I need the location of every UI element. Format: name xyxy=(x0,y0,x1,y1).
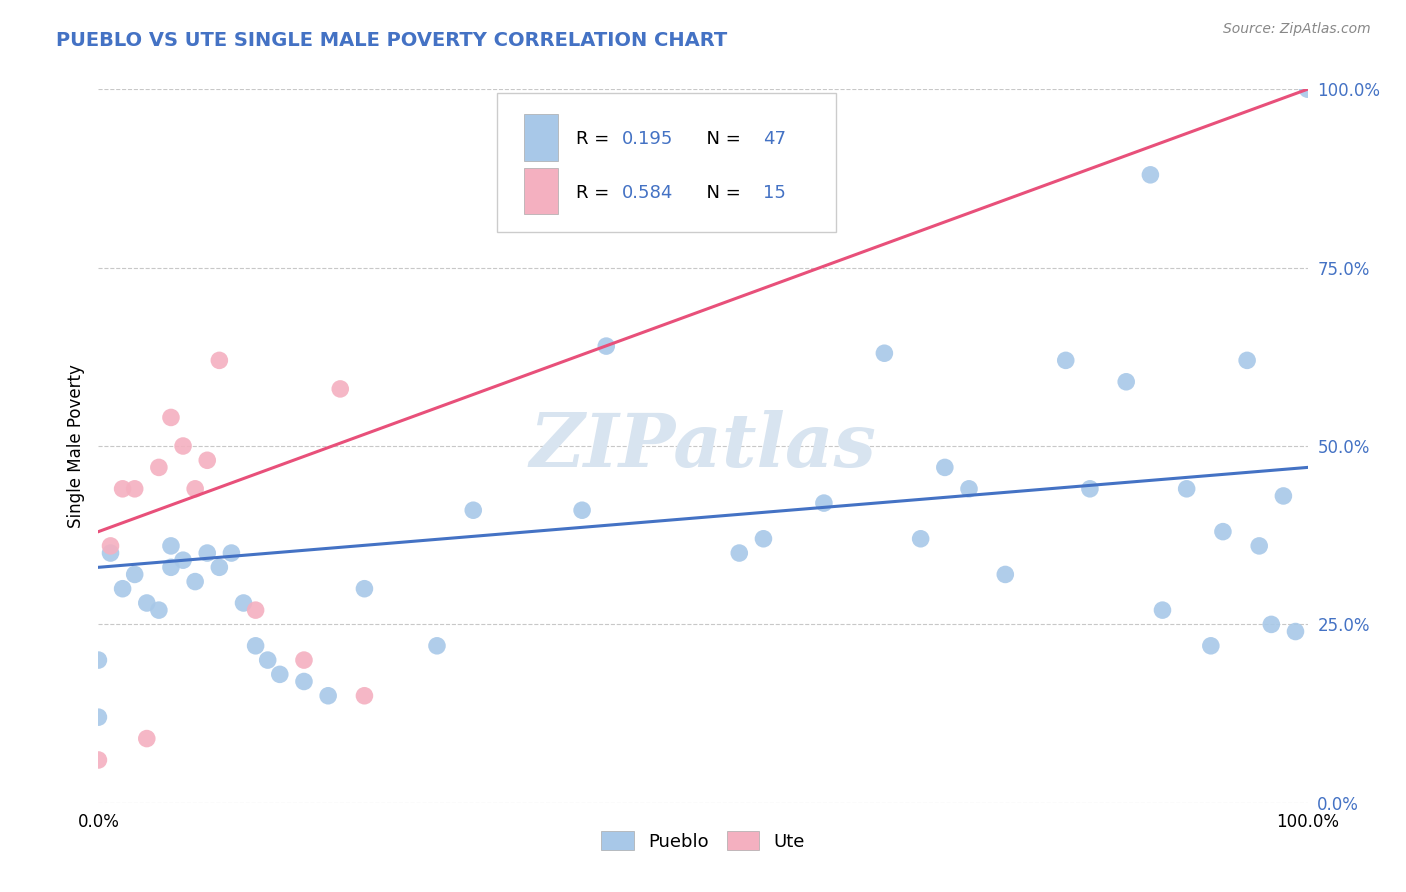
Point xyxy=(135,731,157,746)
Text: N =: N = xyxy=(695,184,747,202)
Point xyxy=(184,574,207,589)
Point xyxy=(160,539,183,553)
Text: R =: R = xyxy=(576,130,614,148)
Point xyxy=(111,482,134,496)
Point xyxy=(100,546,122,560)
Point xyxy=(135,596,157,610)
Point xyxy=(232,596,254,610)
Point xyxy=(994,567,1017,582)
Point xyxy=(1078,482,1101,496)
Point xyxy=(595,339,617,353)
Point xyxy=(160,560,183,574)
Text: 47: 47 xyxy=(763,130,786,148)
Point xyxy=(1139,168,1161,182)
Point xyxy=(1296,82,1319,96)
Point xyxy=(571,503,593,517)
Point xyxy=(934,460,956,475)
Point xyxy=(1249,539,1271,553)
Point xyxy=(1175,482,1198,496)
Text: 15: 15 xyxy=(763,184,786,202)
Text: N =: N = xyxy=(695,130,747,148)
Point xyxy=(728,546,751,560)
Point xyxy=(1284,624,1306,639)
Point xyxy=(245,603,267,617)
Point xyxy=(195,453,218,467)
Point xyxy=(1152,603,1174,617)
Point xyxy=(329,382,352,396)
Point xyxy=(172,439,194,453)
Text: Source: ZipAtlas.com: Source: ZipAtlas.com xyxy=(1223,22,1371,37)
Point xyxy=(813,496,835,510)
Point xyxy=(160,410,183,425)
Point xyxy=(1199,639,1222,653)
Point xyxy=(100,539,122,553)
Text: PUEBLO VS UTE SINGLE MALE POVERTY CORRELATION CHART: PUEBLO VS UTE SINGLE MALE POVERTY CORREL… xyxy=(56,31,727,50)
Point xyxy=(172,553,194,567)
Legend: Pueblo, Ute: Pueblo, Ute xyxy=(593,824,813,858)
Point xyxy=(245,639,267,653)
Point xyxy=(752,532,775,546)
Point xyxy=(208,560,231,574)
Point xyxy=(1260,617,1282,632)
Point xyxy=(353,689,375,703)
Point xyxy=(195,546,218,560)
Point xyxy=(124,482,146,496)
FancyBboxPatch shape xyxy=(524,114,558,161)
Point xyxy=(1236,353,1258,368)
Text: 0.584: 0.584 xyxy=(621,184,673,202)
Point xyxy=(124,567,146,582)
Point xyxy=(463,503,485,517)
Point xyxy=(221,546,243,560)
Point xyxy=(184,482,207,496)
Text: ZIPatlas: ZIPatlas xyxy=(530,409,876,483)
FancyBboxPatch shape xyxy=(498,93,837,232)
Point xyxy=(87,653,110,667)
Point xyxy=(873,346,896,360)
Point xyxy=(292,653,315,667)
Point xyxy=(208,353,231,368)
Point xyxy=(426,639,449,653)
Point xyxy=(1115,375,1137,389)
FancyBboxPatch shape xyxy=(524,168,558,214)
Point xyxy=(316,689,339,703)
Text: 0.195: 0.195 xyxy=(621,130,673,148)
Point xyxy=(256,653,278,667)
Point xyxy=(957,482,980,496)
Point xyxy=(111,582,134,596)
Point xyxy=(1212,524,1234,539)
Y-axis label: Single Male Poverty: Single Male Poverty xyxy=(66,364,84,528)
Point xyxy=(148,603,170,617)
Text: R =: R = xyxy=(576,184,614,202)
Point xyxy=(87,753,110,767)
Point xyxy=(269,667,291,681)
Point xyxy=(292,674,315,689)
Point xyxy=(1272,489,1295,503)
Point xyxy=(1054,353,1077,368)
Point xyxy=(353,582,375,596)
Point xyxy=(148,460,170,475)
Point xyxy=(910,532,932,546)
Point xyxy=(87,710,110,724)
